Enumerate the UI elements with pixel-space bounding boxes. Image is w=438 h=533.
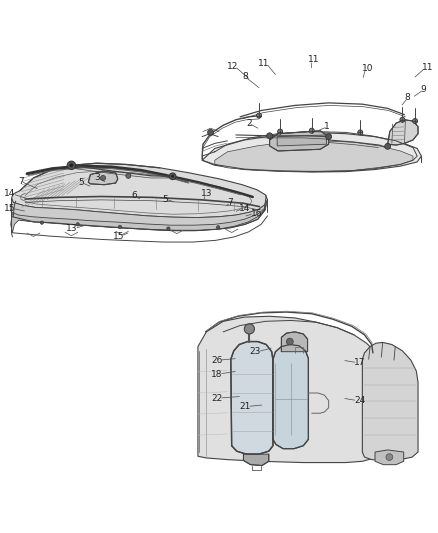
Circle shape [208,130,213,135]
Circle shape [216,225,220,229]
Polygon shape [281,332,307,352]
Text: 11: 11 [258,59,270,68]
Text: 7: 7 [18,177,24,186]
Polygon shape [11,163,268,217]
Circle shape [309,128,314,133]
Text: 5: 5 [162,195,168,204]
Circle shape [100,175,106,181]
Text: 24: 24 [354,396,365,405]
Text: 2: 2 [246,119,252,127]
Text: 23: 23 [250,347,261,356]
Text: 14: 14 [4,189,16,198]
Circle shape [76,223,79,226]
Text: 13: 13 [66,224,78,233]
Text: 11: 11 [422,63,434,72]
Circle shape [126,173,131,179]
Circle shape [67,161,76,169]
Text: 11: 11 [307,55,319,64]
Polygon shape [244,454,269,465]
Text: 13: 13 [201,189,213,198]
Polygon shape [231,342,273,454]
Circle shape [244,324,254,334]
Circle shape [278,129,283,134]
Circle shape [326,134,332,140]
Text: 26: 26 [211,356,223,365]
Text: 18: 18 [211,369,223,378]
Text: 6: 6 [131,191,137,200]
Polygon shape [198,316,377,463]
Circle shape [169,173,176,180]
Text: 15: 15 [113,232,124,240]
Polygon shape [375,450,404,465]
Text: 12: 12 [226,62,238,71]
Polygon shape [202,132,421,172]
Text: 8: 8 [405,93,410,102]
Polygon shape [215,141,413,171]
Polygon shape [388,120,418,145]
Polygon shape [273,344,308,449]
Circle shape [386,454,393,461]
Polygon shape [11,205,265,233]
Circle shape [70,164,73,167]
Text: 17: 17 [354,358,365,367]
Text: 9: 9 [420,85,426,94]
Polygon shape [277,135,326,146]
Polygon shape [88,171,118,185]
Polygon shape [11,198,268,231]
Circle shape [118,225,122,229]
Text: 10: 10 [362,64,374,73]
Circle shape [286,338,293,345]
Text: 22: 22 [211,393,223,402]
Circle shape [267,133,272,139]
Circle shape [400,117,405,122]
Text: 21: 21 [239,402,251,411]
Text: 5: 5 [78,177,84,187]
Circle shape [413,118,417,124]
Text: 8: 8 [243,72,248,81]
Circle shape [40,221,44,224]
Text: 3: 3 [94,173,100,182]
Polygon shape [270,131,328,151]
Text: 15: 15 [4,204,16,213]
Text: 1: 1 [325,122,330,131]
Circle shape [385,143,391,149]
Circle shape [358,130,363,135]
Circle shape [167,227,170,230]
Text: 14: 14 [239,204,251,213]
Text: 16: 16 [251,209,262,218]
Text: 7: 7 [227,198,233,207]
Circle shape [257,113,261,118]
Circle shape [171,175,174,177]
Polygon shape [362,342,418,461]
